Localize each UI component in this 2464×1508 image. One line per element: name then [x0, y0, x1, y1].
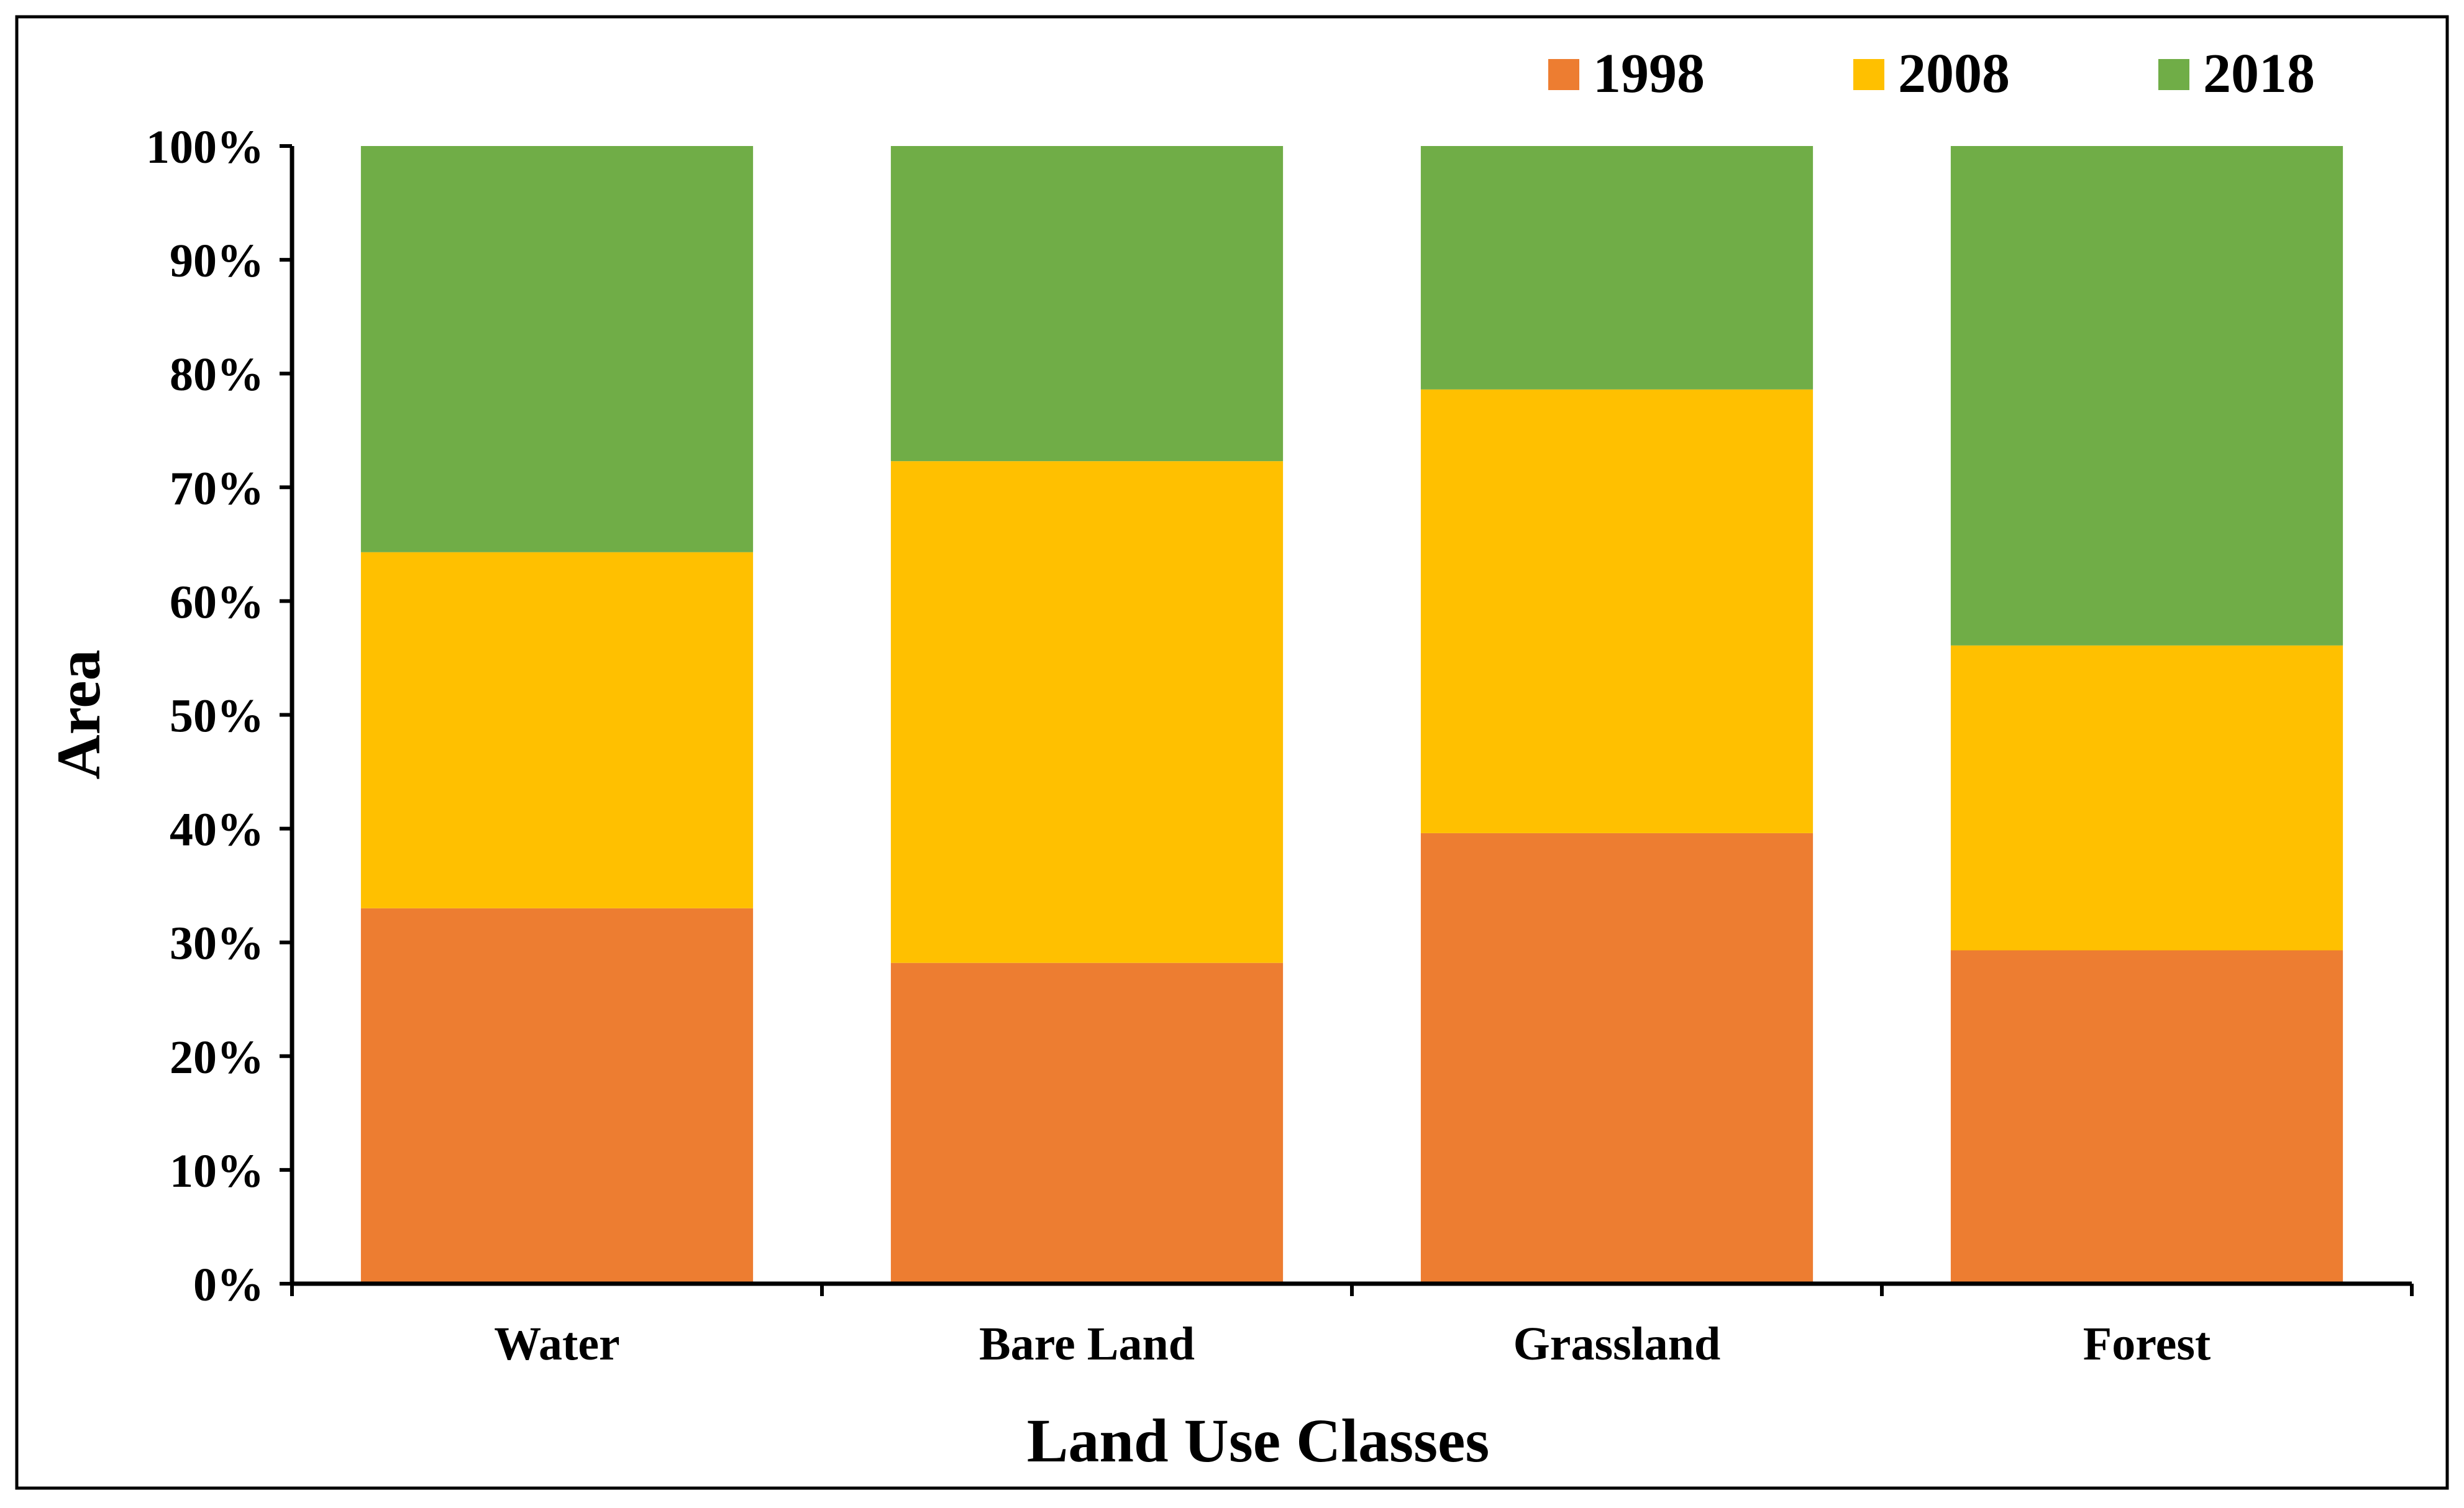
y-tick-label-50: 50% [170, 690, 264, 743]
y-tick-label-30: 30% [170, 918, 264, 970]
y-axis-title: Area [44, 649, 113, 779]
bar-forest-1998 [1950, 950, 2343, 1284]
bar-grassland-2008 [1420, 389, 1814, 833]
y-tick-label-90: 90% [170, 235, 264, 287]
y-tick-label-60: 60% [170, 576, 264, 628]
y-tick-label-20: 20% [170, 1031, 264, 1084]
bar-water-2008 [360, 552, 754, 908]
bars-layer [360, 146, 2343, 1284]
bar-bare-land-2008 [890, 461, 1284, 963]
x-tick-label-grassland: Grassland [1513, 1318, 1721, 1370]
y-tick-label-100: 100% [146, 121, 264, 173]
y-tick-label-70: 70% [170, 462, 264, 514]
legend-label-2008: 2008 [1898, 43, 2010, 104]
axes-layer: Water Bare Land Grassland Forest 0% 10% 20% 30%… [146, 121, 2414, 1370]
y-tick-label-10: 10% [170, 1145, 264, 1197]
legend-swatch-2008 [1853, 59, 1884, 90]
bar-bare-land-1998 [890, 962, 1284, 1284]
legend-label-2018: 2018 [2203, 43, 2315, 104]
bar-water-2018 [360, 146, 754, 552]
x-axis-title: Land Use Classes [1027, 1406, 1490, 1475]
legend-swatch-2018 [2158, 59, 2189, 90]
legend: 1998 2008 2018 [1548, 43, 2315, 104]
x-tick-label-bare-land: Bare Land [979, 1318, 1195, 1370]
bar-forest-2018 [1950, 146, 2343, 646]
y-tick-label-40: 40% [170, 804, 264, 856]
bar-grassland-1998 [1420, 833, 1814, 1284]
bar-bare-land-2018 [890, 146, 1284, 462]
bar-forest-2008 [1950, 645, 2343, 951]
x-tick-label-water: Water [494, 1318, 620, 1370]
bar-water-1998 [360, 908, 754, 1284]
bar-grassland-2018 [1420, 146, 1814, 390]
legend-swatch-1998 [1548, 59, 1579, 90]
y-tick-label-80: 80% [170, 349, 264, 401]
x-tick-label-forest: Forest [2083, 1318, 2211, 1370]
legend-label-1998: 1998 [1593, 43, 1705, 104]
y-tick-label-0: 0% [193, 1259, 264, 1311]
